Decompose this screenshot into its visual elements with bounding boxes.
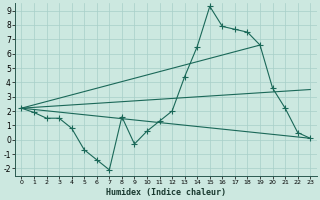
X-axis label: Humidex (Indice chaleur): Humidex (Indice chaleur)	[106, 188, 226, 197]
